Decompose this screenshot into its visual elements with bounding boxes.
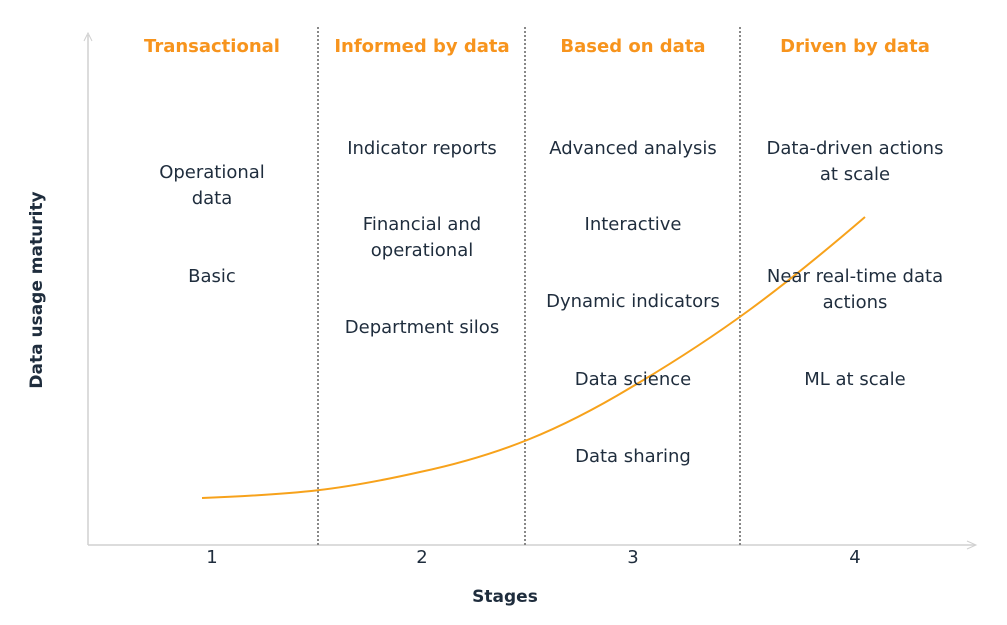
stage-item: data: [192, 188, 233, 209]
stage-item: ML at scale: [804, 369, 905, 390]
stage-item: Data science: [575, 369, 691, 390]
stage-item: Financial and: [363, 214, 481, 235]
stage-title: Informed by data: [334, 36, 509, 57]
x-arrow: [966, 540, 978, 550]
stage-item: Interactive: [585, 214, 682, 235]
maturity-curve: [201, 216, 866, 499]
stage-item: Advanced analysis: [549, 138, 717, 159]
stage-item: Basic: [188, 266, 236, 287]
stage-item: Near real-time data: [767, 266, 943, 287]
stage-title: Transactional: [144, 36, 280, 57]
stage-number: 4: [849, 547, 860, 568]
dividers: [317, 27, 741, 545]
stage-item: Indicator reports: [347, 138, 497, 159]
stage-item: operational: [371, 240, 473, 261]
stage-item: Operational: [159, 162, 265, 183]
stage-number: 2: [416, 547, 427, 568]
y-axis-label: Data usage maturity: [27, 191, 47, 388]
x-axis-label: Stages: [472, 587, 538, 607]
stage-title: Based on data: [560, 36, 705, 57]
stage-title: Driven by data: [780, 36, 930, 57]
stage-item: actions: [823, 292, 888, 313]
stage-number: 1: [206, 547, 217, 568]
y-arrow: [83, 31, 93, 42]
stage-item: Department silos: [345, 317, 499, 338]
stage-item: at scale: [820, 164, 890, 185]
stage-item: Data sharing: [575, 446, 691, 467]
stage-item: Data-driven actions: [767, 138, 944, 159]
stage-number: 3: [627, 547, 638, 568]
stage-item: Dynamic indicators: [546, 291, 720, 312]
